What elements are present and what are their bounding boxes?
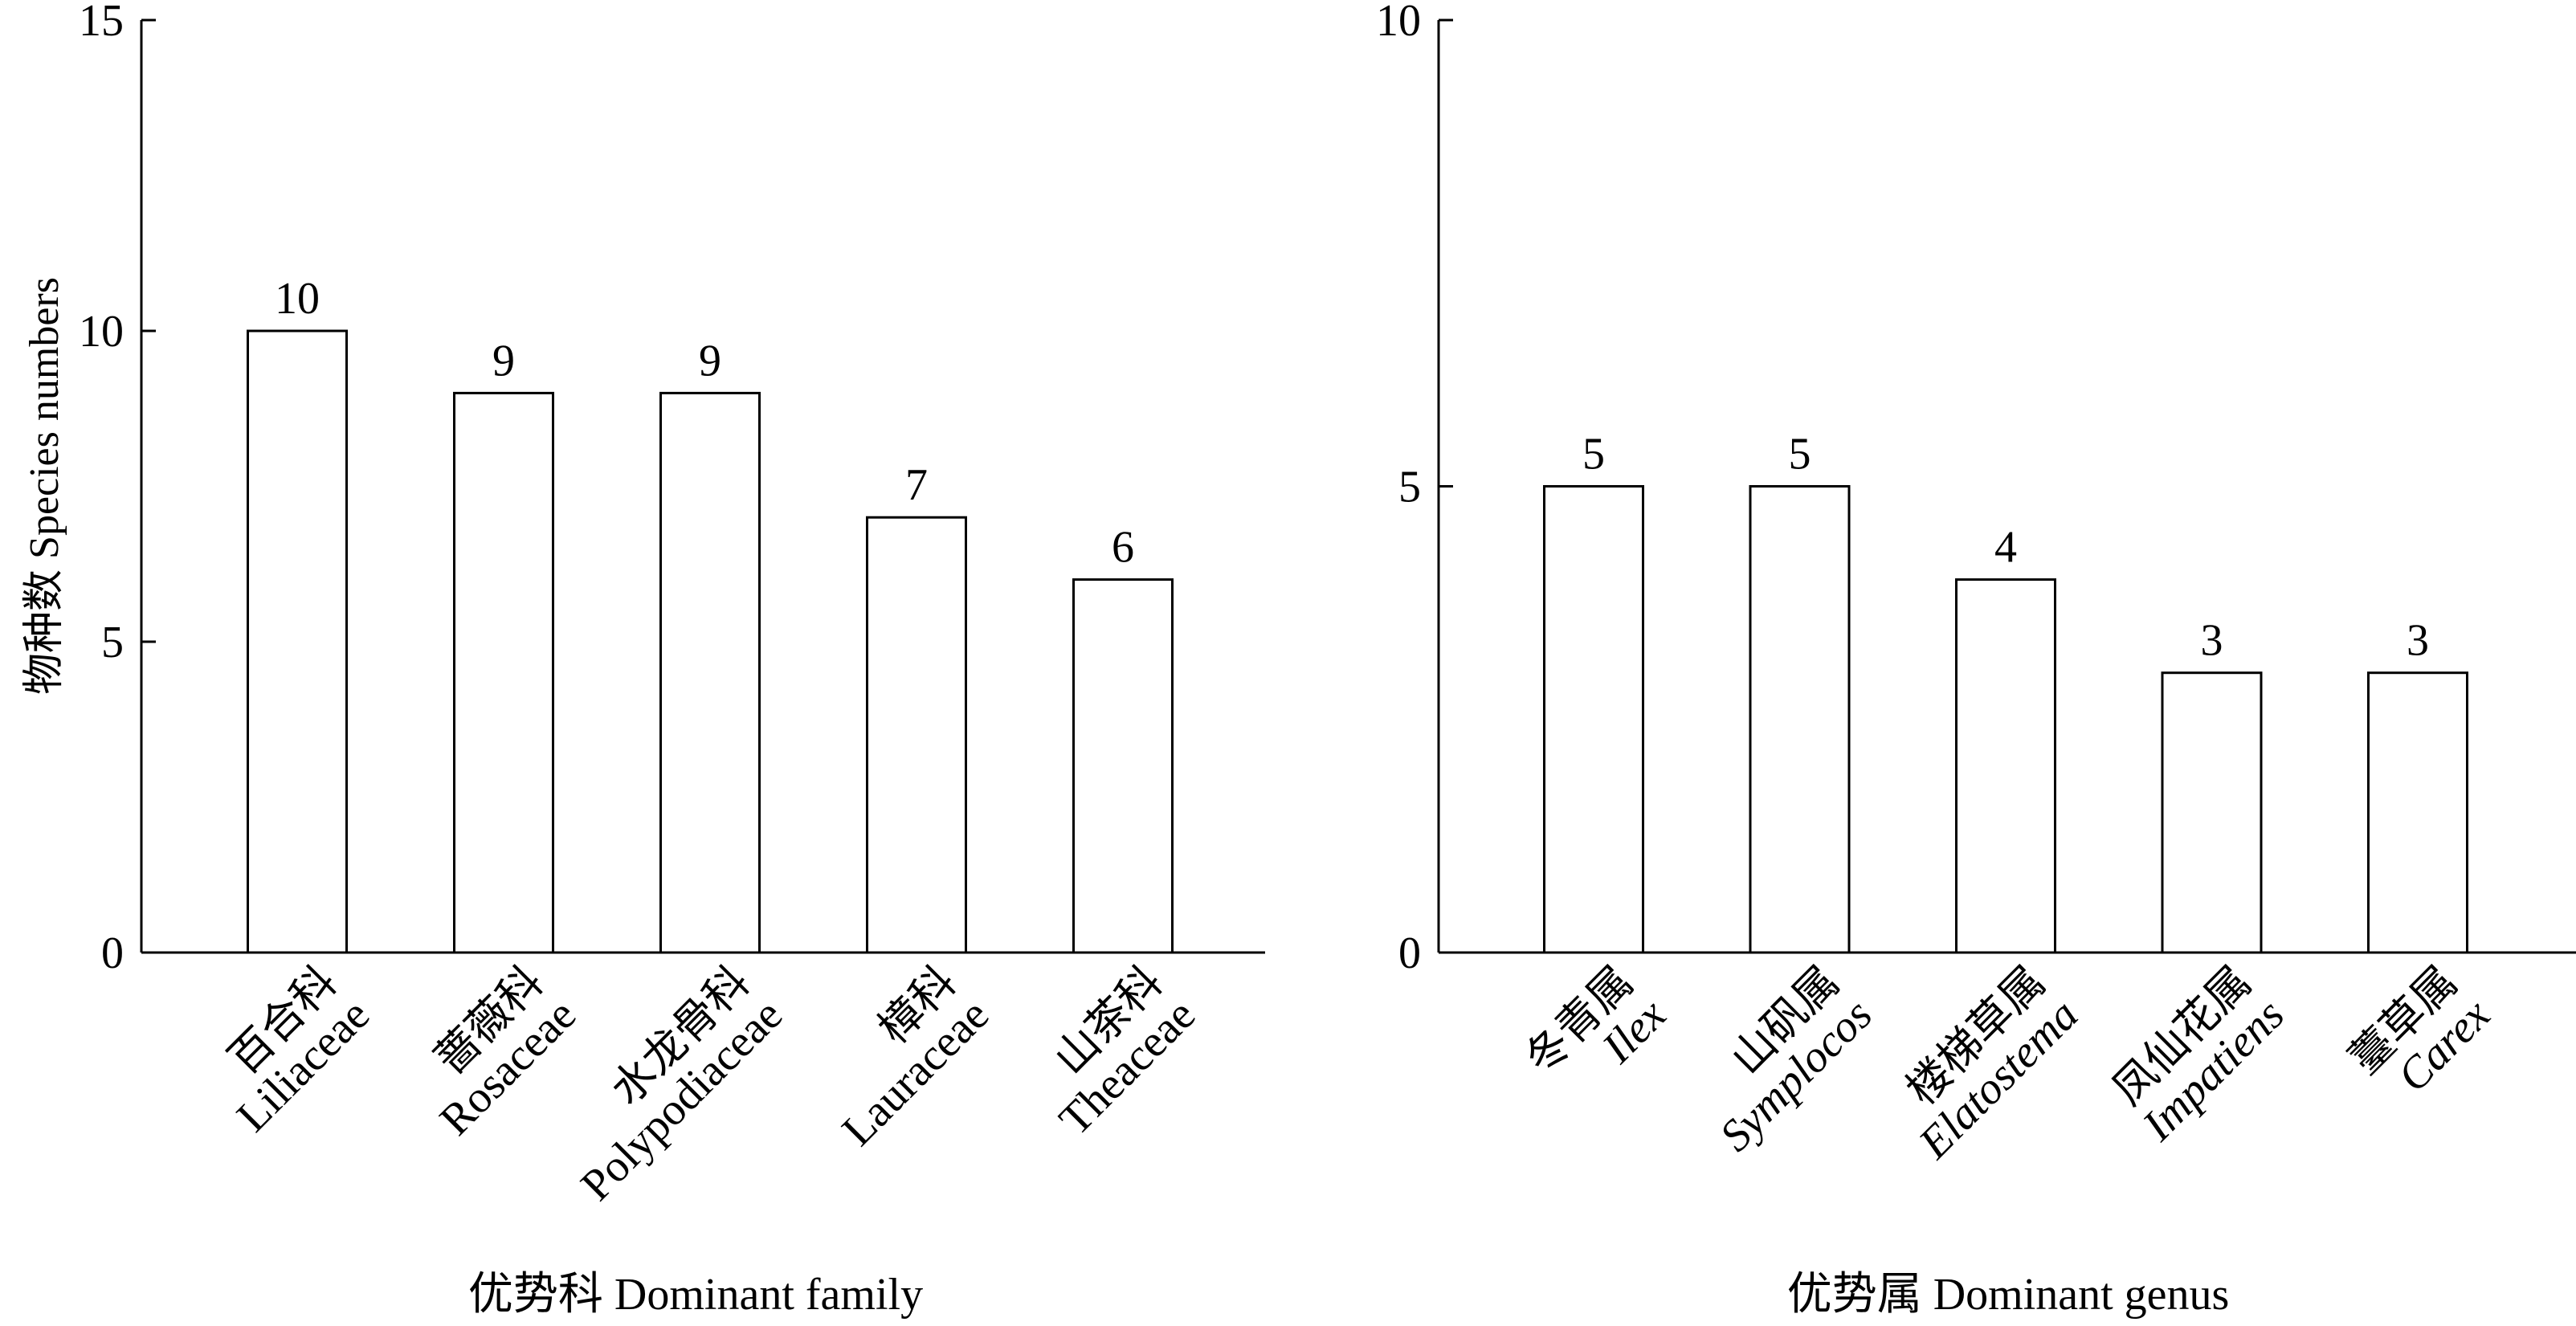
bar-value-label: 6 [1112,523,1134,573]
bar [453,391,554,954]
y-axis-label: 物种数 Species numbers [22,277,67,695]
bar-value-label: 5 [1789,430,1811,479]
x-axis-label-genus: 优势属 Dominant genus [1787,1270,2230,1320]
bar-value-label: 5 [1582,430,1605,479]
bar-value-label: 9 [699,336,721,386]
bar [1749,485,1851,954]
bar [2161,671,2263,954]
y-tick-label: 5 [101,618,124,667]
y-tick-label: 5 [1398,463,1421,512]
y-tick-label: 0 [1398,928,1421,978]
bar [866,516,967,954]
bar [1072,578,1174,954]
bar-value-label: 9 [492,336,515,386]
bar-value-label: 4 [1994,523,2017,573]
bar [659,391,761,954]
bar [247,329,348,954]
bar-value-label: 3 [2201,616,2223,666]
bar-value-label: 3 [2407,616,2429,666]
bar-value-label: 10 [275,274,320,324]
y-tick-label: 0 [101,928,124,978]
bar [2367,671,2468,954]
y-tick-label: 10 [1376,0,1421,46]
x-axis-label-family: 优势科 Dominant family [468,1270,923,1320]
y-tick-label: 10 [79,307,124,357]
bar [1543,485,1644,954]
y-tick-label: 15 [79,0,124,46]
bar [1955,578,2056,954]
bar-value-label: 7 [905,460,928,510]
